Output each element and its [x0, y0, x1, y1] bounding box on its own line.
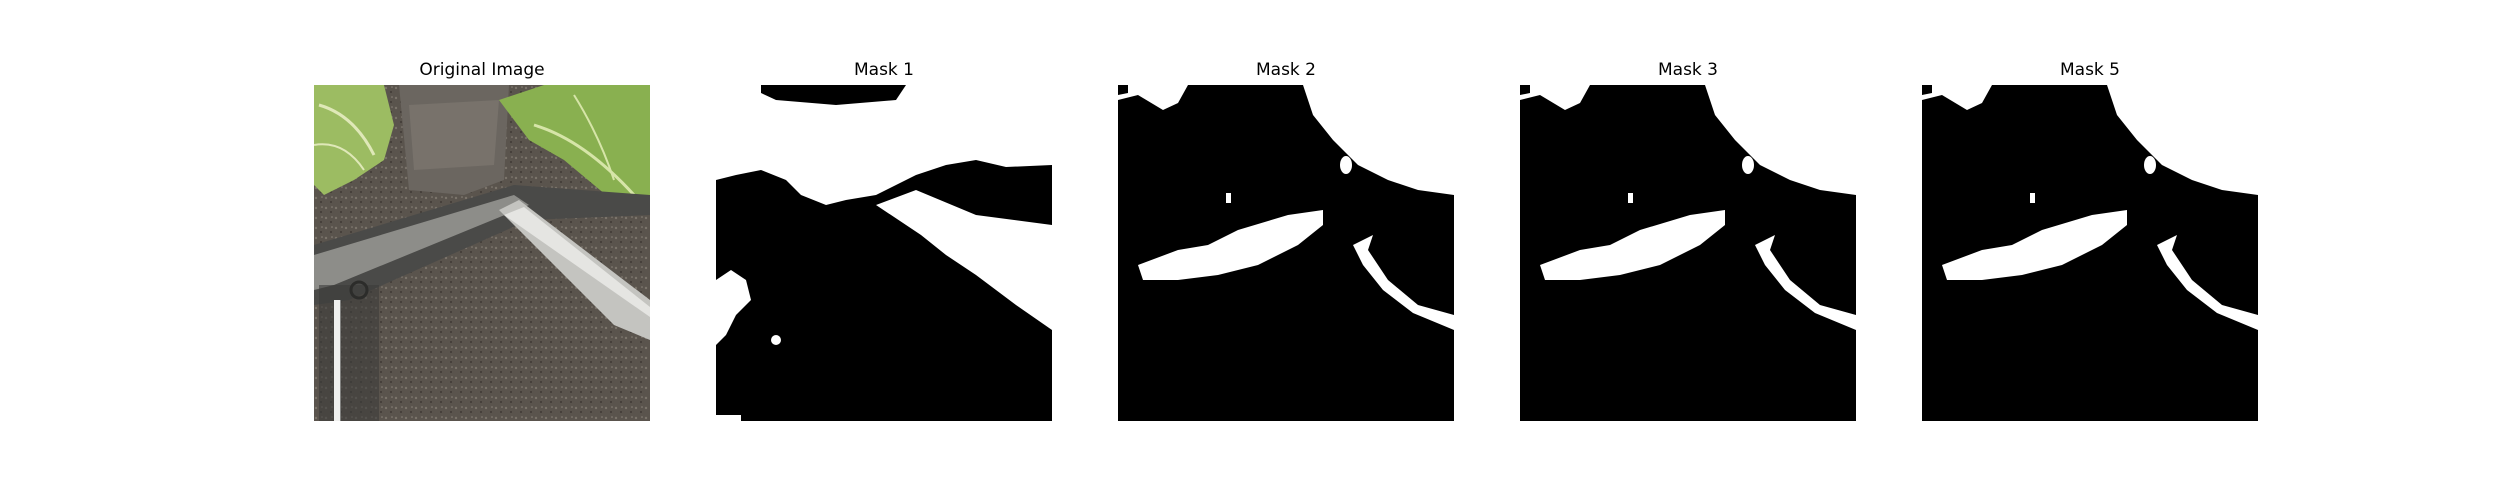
original-image: [314, 85, 650, 421]
mask-1-panel: Mask 1: [716, 0, 1052, 500]
mask-2-image: [1118, 85, 1454, 421]
original-image-panel: Original Image: [314, 0, 650, 500]
mask-3-panel: Mask 3: [1520, 0, 1856, 500]
panel-title: Mask 1: [853, 60, 914, 80]
mask-5-panel: Mask 5: [1922, 0, 2258, 500]
mask-3-image: [1520, 85, 1856, 421]
mask-5-image: [1922, 85, 2258, 421]
mask-1-image: [716, 85, 1052, 421]
mask-2-panel: Mask 2: [1118, 0, 1454, 500]
panel-title: Mask 3: [1657, 60, 1718, 80]
panel-title: Original Image: [419, 60, 545, 80]
panel-title: Mask 5: [2059, 60, 2120, 80]
panel-title: Mask 2: [1255, 60, 1316, 80]
